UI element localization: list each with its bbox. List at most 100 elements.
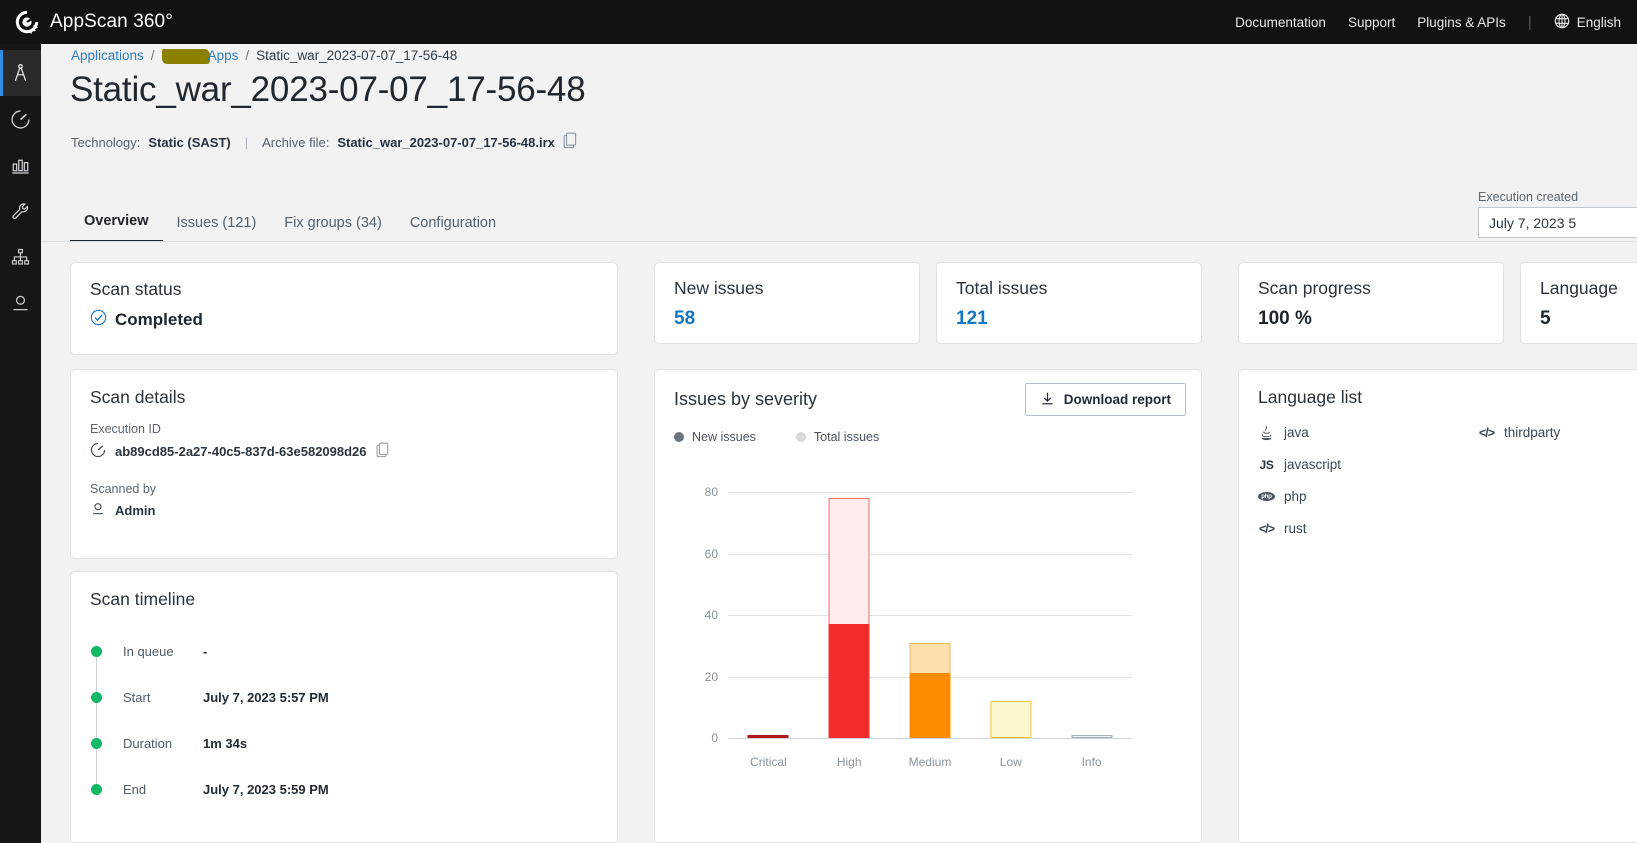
timeline-connector — [96, 651, 97, 697]
timeline-list: In queue - Start July 7, 2023 5:57 PM Du… — [90, 628, 590, 812]
timeline-value: July 7, 2023 5:57 PM — [203, 689, 329, 705]
timeline-dot — [91, 691, 102, 703]
scan-progress-card: Scan progress 100 % — [1238, 262, 1504, 344]
breadcrumb-separator-1: / — [150, 48, 155, 64]
timeline-value: 1m 34s — [203, 735, 248, 751]
language-item-java: java — [1258, 424, 1468, 441]
x-label-critical: Critical — [750, 755, 787, 769]
total-issues-value[interactable]: 121 — [956, 308, 988, 329]
nav-plugins-and-apis[interactable]: Plugins & APIs — [1417, 14, 1506, 30]
breadcrumb-current: Static_war_2023-07-07_17-56-48 — [256, 48, 458, 64]
timeline-connector — [96, 697, 97, 743]
execution-created-label: Execution created — [1478, 190, 1579, 204]
timeline-key: In queue — [123, 643, 174, 659]
timeline-key: Duration — [123, 735, 173, 751]
page-title: Static_war_2023-07-07_17-56-48 — [70, 70, 586, 109]
gridline-40: 40 — [705, 608, 1132, 622]
bar-group-container: Critical High Medium — [728, 492, 1132, 769]
breadcrumb-redacted-app[interactable]: Apps — [161, 48, 239, 64]
download-report-button[interactable]: Download report — [1024, 383, 1186, 416]
language-label: javascript — [1284, 457, 1342, 472]
legend-item-new-issues[interactable]: New issues — [674, 430, 756, 444]
breadcrumb-applications[interactable]: Applications — [71, 48, 144, 64]
download-icon — [1040, 391, 1055, 409]
copy-icon[interactable] — [376, 442, 390, 461]
tab-issues[interactable]: Issues (121) — [176, 215, 257, 231]
java-icon — [1258, 424, 1275, 441]
timeline-key: Start — [123, 689, 151, 705]
legend-item-total-issues[interactable]: Total issues — [795, 430, 879, 444]
rail-item-tools[interactable] — [0, 188, 41, 234]
rail-item-integrations[interactable] — [0, 234, 41, 280]
bar-chart-icon — [10, 155, 31, 176]
brand-name: AppScan 360° — [50, 11, 173, 32]
language-item-rust: </> rust — [1258, 520, 1468, 537]
copy-icon[interactable] — [563, 132, 578, 152]
language-count-value: 5 — [1540, 308, 1551, 329]
technology-value: Static (SAST) — [148, 134, 231, 150]
x-label-low: Low — [999, 755, 1022, 769]
bar-slot-info: Info — [1051, 492, 1132, 769]
rail-item-reports[interactable] — [0, 142, 41, 188]
new-issues-title: New issues — [674, 278, 764, 298]
page-content: Applications / Apps / Static_war_2023-07… — [41, 44, 1637, 843]
y-tick-label: 40 — [704, 608, 718, 622]
timeline-row: Start July 7, 2023 5:57 PM — [90, 674, 590, 743]
timeline-dot — [91, 645, 102, 657]
nav-support[interactable]: Support — [1347, 14, 1396, 30]
globe-icon — [1554, 13, 1570, 32]
scan-progress-value: 100 % — [1258, 308, 1312, 329]
nav-documentation[interactable]: Documentation — [1235, 14, 1326, 30]
sitemap-icon — [10, 247, 31, 268]
tab-fix-groups[interactable]: Fix groups (34) — [284, 215, 382, 231]
legend-label-new-issues: New issues — [692, 430, 756, 444]
technology-label: Technology: — [71, 134, 141, 150]
new-issues-value[interactable]: 58 — [674, 308, 696, 329]
code-icon: </> — [1478, 425, 1495, 440]
timeline-key: End — [123, 781, 147, 797]
meta-divider: | — [244, 134, 249, 150]
scan-timeline-card: Scan timeline In queue - Start July 7, 2… — [70, 571, 618, 843]
tab-configuration[interactable]: Configuration — [409, 215, 497, 231]
language-grid-spacer — [1478, 456, 1637, 473]
scan-meta: Technology: Static (SAST) | Archive file… — [71, 132, 578, 152]
scan-progress-title: Scan progress — [1258, 278, 1371, 298]
scan-status-row: Completed — [90, 309, 203, 331]
bar-slot-high: High — [809, 492, 890, 769]
scanned-by-label: Scanned by — [90, 482, 157, 496]
y-tick-label: 80 — [704, 485, 718, 499]
nav-divider: | — [1527, 13, 1532, 31]
scan-status-title: Scan status — [90, 279, 182, 299]
language-list-title: Language list — [1258, 387, 1363, 407]
bar-low-total — [990, 701, 1032, 738]
execution-created: Execution created July 7, 2023 5 — [1478, 190, 1637, 238]
gauge-icon — [10, 109, 31, 130]
scan-status-card: Scan status Completed — [70, 262, 618, 355]
breadcrumb-separator-2: / — [245, 48, 250, 64]
brand[interactable]: AppScan 360° — [14, 9, 173, 35]
execution-created-value[interactable]: July 7, 2023 5 — [1478, 207, 1637, 238]
left-rail — [0, 44, 41, 843]
language-item-javascript: JS javascript — [1258, 456, 1468, 473]
code-icon: </> — [1258, 521, 1275, 536]
execution-id-row: ab89cd85-2a27-40c5-837d-63e582098d26 — [90, 442, 390, 461]
language-label: thirdparty — [1504, 425, 1561, 440]
tab-overview[interactable]: Overview — [70, 213, 163, 242]
scan-details-title: Scan details — [90, 387, 186, 407]
y-tick-label: 60 — [704, 546, 718, 561]
rail-item-account[interactable] — [0, 280, 41, 326]
breadcrumb-apps-label[interactable]: Apps — [207, 48, 239, 63]
bar-high-new — [828, 624, 870, 738]
rail-item-scans[interactable] — [0, 96, 41, 142]
language-label: English — [1576, 14, 1621, 30]
rail-item-applications[interactable] — [0, 50, 41, 96]
timeline-value: July 7, 2023 5:59 PM — [203, 781, 329, 797]
timeline-value: - — [203, 643, 208, 659]
redaction-block — [161, 48, 210, 64]
timeline-row: Duration 1m 34s — [90, 720, 590, 789]
wrench-icon — [10, 201, 31, 222]
bar-info-total — [1071, 735, 1113, 738]
severity-bar-chart: 80 60 40 20 0 — [655, 474, 1203, 834]
language-selector[interactable]: English — [1554, 13, 1621, 32]
bar-medium-new — [909, 673, 951, 738]
